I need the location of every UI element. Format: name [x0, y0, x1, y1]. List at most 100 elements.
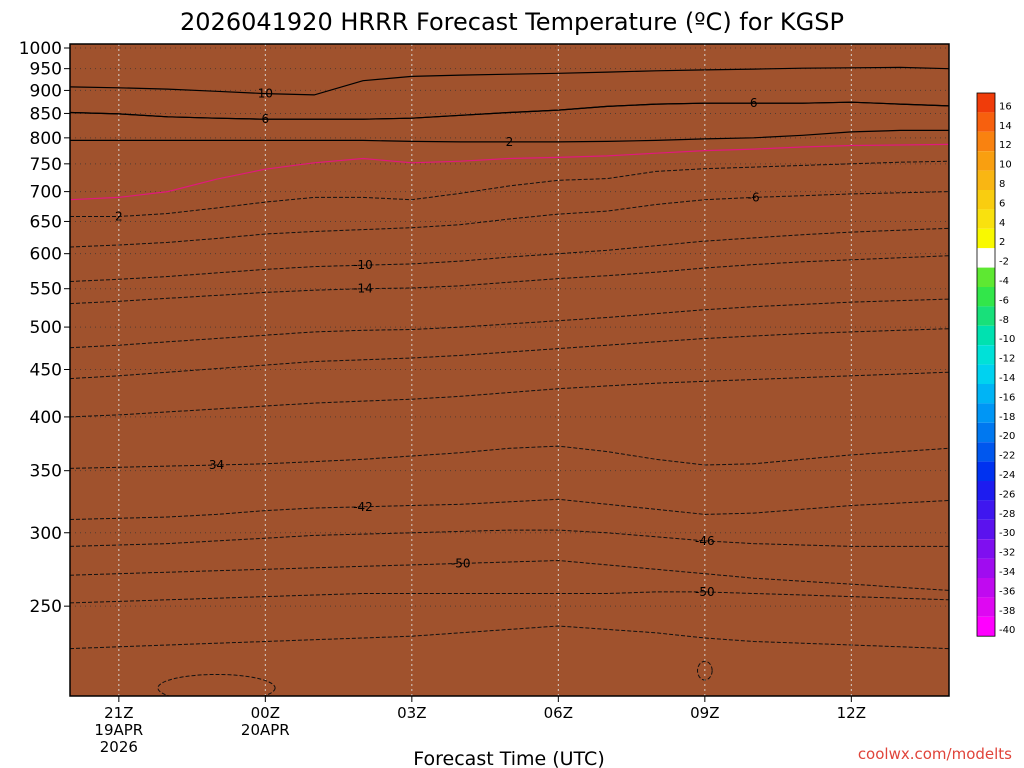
legend-frame — [976, 92, 996, 637]
legend-swatch — [977, 481, 995, 501]
legend-swatch — [977, 306, 995, 326]
y-tick-label: 450 — [30, 361, 62, 381]
closed-contour — [157, 673, 276, 696]
legend-swatch — [977, 287, 995, 307]
x-tick-label: 2026 — [100, 738, 138, 756]
solid-contour — [70, 66, 949, 96]
contour-label: 2 — [506, 135, 514, 149]
legend-swatch — [977, 422, 995, 443]
ground-layer — [70, 44, 949, 696]
legend-label: 14 — [999, 121, 1012, 132]
legend-swatch — [977, 403, 995, 423]
legend-label: -32 — [999, 548, 1015, 559]
closed-contour — [697, 660, 713, 681]
dashed-contour — [70, 445, 949, 469]
dashed-contour — [70, 529, 949, 547]
legend-label: -22 — [999, 451, 1015, 462]
y-tick-label: 350 — [30, 462, 62, 482]
legend-label: 10 — [999, 160, 1012, 171]
legend-label: -8 — [999, 315, 1009, 326]
legend-label: -16 — [999, 392, 1015, 403]
contour-label: -14 — [353, 282, 373, 296]
legend-swatch — [977, 112, 995, 132]
chart-title: 2026041920 HRRR Forecast Temperature (ºC… — [180, 8, 844, 36]
y-tick-label: 400 — [30, 408, 62, 428]
legend-label: -18 — [999, 412, 1015, 423]
dashed-contour — [70, 328, 949, 380]
y-tick-label: 550 — [30, 280, 62, 300]
legend-swatch — [977, 345, 995, 365]
x-tick-label: 20APR — [241, 721, 290, 739]
legend-swatch — [977, 325, 995, 346]
legend-label: 8 — [999, 179, 1005, 190]
x-tick-label: 06Z — [544, 704, 573, 722]
y-tick-label: 600 — [30, 245, 62, 265]
contour-label: -10 — [353, 258, 373, 272]
credit-text: coolwx.com/modelts — [858, 745, 1012, 763]
grid-layer — [70, 44, 949, 696]
y-tick-label: 1000 — [19, 39, 62, 59]
y-tick-label: 800 — [30, 129, 62, 149]
legend-label: 2 — [999, 237, 1005, 248]
x-tick-label: 03Z — [397, 704, 426, 722]
legend-label: 16 — [999, 101, 1012, 112]
y-tick-label: 900 — [30, 81, 62, 101]
dashed-contour — [70, 298, 949, 349]
ground-strip — [70, 44, 949, 696]
contour-label: 2 — [115, 210, 123, 224]
legend-label: -28 — [999, 509, 1015, 520]
dashed-contour — [70, 160, 949, 217]
y-tick-label: 700 — [30, 183, 62, 203]
contour-label: -50 — [451, 556, 471, 570]
contour-label: -42 — [353, 500, 373, 514]
legend-label: -24 — [999, 470, 1015, 481]
x-tick-label: 00Z — [251, 704, 280, 722]
legend-swatch — [977, 267, 995, 287]
legend-label: -40 — [999, 625, 1015, 636]
y-axis: 250 300 350 400 450 500 550 600 650 700 750 800 850 9… — [19, 39, 70, 617]
legend-swatch — [977, 558, 995, 578]
dashed-contour — [70, 591, 949, 604]
y-tick-label: 500 — [30, 318, 62, 338]
y-tick-label: 650 — [30, 212, 62, 232]
legend-swatch — [977, 578, 995, 598]
contour-label: 10 — [258, 87, 273, 101]
legend-label: -34 — [999, 567, 1015, 578]
legend-swatch — [977, 131, 995, 152]
y-tick-label: 750 — [30, 155, 62, 175]
dashed-contour — [70, 191, 949, 248]
legend-swatch — [977, 170, 995, 190]
legend-swatch — [977, 228, 995, 249]
legend-label: -4 — [999, 276, 1009, 287]
legend-label: -30 — [999, 528, 1015, 539]
dashed-contour — [70, 227, 949, 282]
legend-label: -20 — [999, 431, 1015, 442]
legend-swatch — [977, 461, 995, 481]
legend-swatch — [977, 190, 995, 210]
contour-label: -46 — [695, 534, 715, 548]
x-tick-label: 19APR — [94, 721, 143, 739]
legend-label: -2 — [999, 257, 1009, 268]
legend-swatch — [977, 442, 995, 462]
legend-label: -26 — [999, 489, 1015, 500]
dashed-contour — [70, 559, 949, 591]
legend-swatch — [977, 539, 995, 559]
y-tick-label: 850 — [30, 104, 62, 124]
solid-contour — [70, 101, 949, 120]
legend-swatch — [977, 248, 995, 268]
x-tick-label: 21Z — [104, 704, 133, 722]
legend-label: 12 — [999, 140, 1012, 151]
dashed-contour — [70, 625, 949, 650]
color-legend: 16 14 12 10 8 6 4 2 -2 -4 -6 -8 -10 -12 -14 -16 -18 -20 -2… — [976, 92, 1015, 637]
legend-label: -10 — [999, 334, 1015, 345]
y-tick-label: 950 — [30, 60, 62, 80]
legend-swatch — [977, 364, 995, 384]
legend-label: -14 — [999, 373, 1015, 384]
x-axis-label: Forecast Time (UTC) — [413, 748, 604, 768]
x-tick-label: 12Z — [837, 704, 866, 722]
legend-swatch — [977, 384, 995, 404]
solid-contour — [70, 143, 949, 201]
contour-label: -6 — [748, 190, 760, 204]
